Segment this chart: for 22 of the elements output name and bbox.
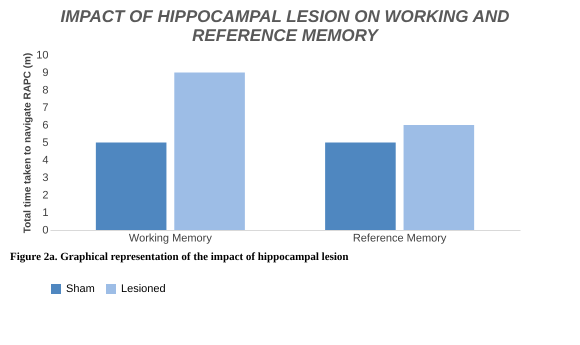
legend-label: Lesioned xyxy=(121,283,166,295)
y-tick-label: 0 xyxy=(42,224,48,236)
y-tick-label: 6 xyxy=(42,120,48,132)
caption: Figure 2a. Graphical representation of the impact of hippocampal lesion xyxy=(10,251,349,263)
bar xyxy=(174,72,245,230)
legend-label: Sham xyxy=(66,283,95,295)
x-tick-label: Reference Memory xyxy=(352,232,447,244)
bar xyxy=(404,125,474,230)
x-tick-label: Working Memory xyxy=(128,232,212,244)
y-tick-label: 5 xyxy=(42,137,48,149)
y-tick-label: 8 xyxy=(42,84,48,96)
y-tick-label: 10 xyxy=(36,50,48,62)
y-axis-title: Total time taken to navigate RAPC (m) xyxy=(22,52,34,234)
y-tick-label: 4 xyxy=(42,154,48,166)
bar xyxy=(96,142,166,230)
chart-title: IMPACT OF HIPPOCAMPAL LESION ON WORKING AND REFERENCE MEMORY xyxy=(60,7,510,45)
y-tick-label: 2 xyxy=(42,190,48,202)
bar xyxy=(325,142,396,230)
y-tick-label: 7 xyxy=(42,102,48,114)
y-tick-label: 3 xyxy=(42,172,48,184)
y-tick-label: 9 xyxy=(42,67,48,79)
y-tick-label: 1 xyxy=(42,207,48,219)
